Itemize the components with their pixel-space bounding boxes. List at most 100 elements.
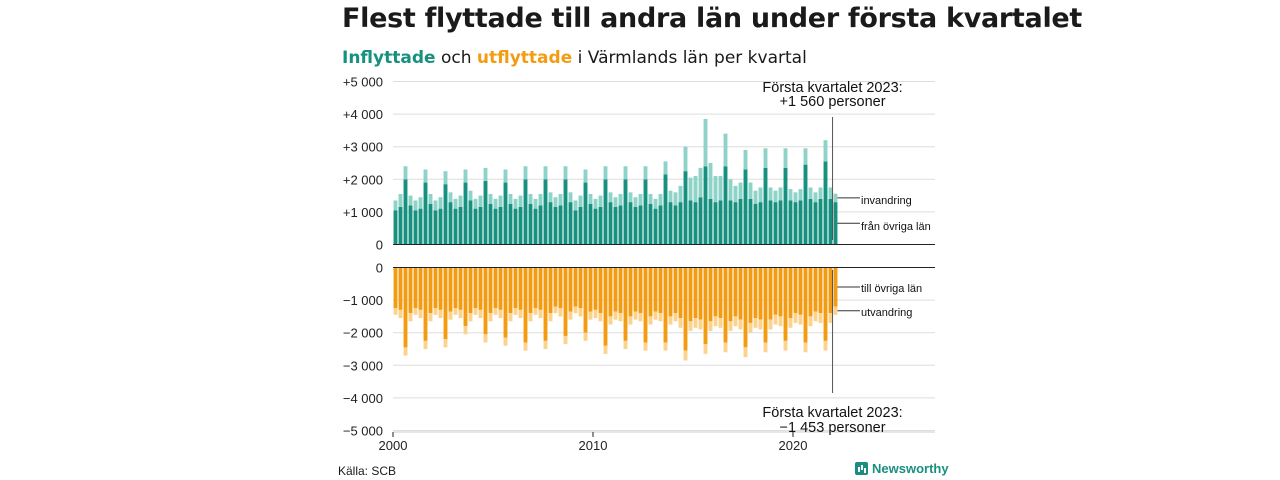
bar-invandring: [483, 167, 488, 181]
bar-fran-ovriga-lan: [643, 179, 648, 245]
bar-utvandring: [658, 313, 663, 322]
bar-invandring: [573, 200, 578, 211]
bar-invandring: [433, 200, 438, 211]
bar-utvandring: [493, 308, 498, 315]
bar-fran-ovriga-lan: [698, 197, 703, 245]
bar-utvandring: [708, 321, 713, 332]
x-tick-label: 2020: [779, 438, 808, 453]
bar-till-ovriga-lan: [533, 267, 538, 309]
bar-fran-ovriga-lan: [548, 202, 553, 245]
bar-utvandring: [763, 342, 768, 353]
bar-till-ovriga-lan: [648, 267, 653, 317]
bar-utvandring: [758, 319, 763, 330]
bar-invandring: [708, 163, 713, 199]
bar-fran-ovriga-lan: [793, 202, 798, 245]
bar-till-ovriga-lan: [598, 267, 603, 314]
bar-till-ovriga-lan: [588, 267, 593, 312]
annotation-top-text: +1 560 personer: [780, 94, 886, 110]
bar-invandring: [653, 198, 658, 209]
bar-till-ovriga-lan: [803, 267, 808, 343]
bar-till-ovriga-lan: [683, 267, 688, 351]
bar-till-ovriga-lan: [553, 267, 558, 307]
y-tick-label: +4 000: [343, 107, 383, 122]
bar-fran-ovriga-lan: [528, 203, 533, 245]
bar-utvandring: [433, 308, 438, 315]
bar-fran-ovriga-lan: [508, 203, 513, 245]
bar-utvandring: [538, 309, 543, 319]
bar-invandring: [558, 193, 563, 206]
bar-utvandring: [413, 308, 418, 315]
bar-invandring: [803, 148, 808, 165]
bar-utvandring: [543, 340, 548, 349]
bar-fran-ovriga-lan: [538, 205, 543, 245]
bar-till-ovriga-lan: [633, 267, 638, 312]
bar-till-ovriga-lan: [798, 267, 803, 315]
bar-till-ovriga-lan: [618, 267, 623, 314]
bar-utvandring: [808, 316, 813, 327]
bar-invandring: [628, 192, 633, 203]
bar-invandring: [818, 187, 823, 199]
bar-fran-ovriga-lan: [503, 182, 508, 245]
bar-invandring: [788, 189, 793, 201]
bar-invandring: [408, 195, 413, 206]
bar-till-ovriga-lan: [428, 267, 433, 314]
bar-fran-ovriga-lan: [678, 202, 683, 245]
bar-utvandring: [823, 340, 828, 351]
bar-till-ovriga-lan: [593, 267, 598, 310]
bar-utvandring: [743, 347, 748, 358]
bar-utvandring: [828, 313, 833, 323]
bar-invandring: [508, 193, 513, 204]
bar-till-ovriga-lan: [463, 267, 468, 327]
bar-till-ovriga-lan: [568, 267, 573, 312]
bar-till-ovriga-lan: [768, 267, 773, 320]
bar-fran-ovriga-lan: [418, 208, 423, 245]
bar-invandring: [833, 193, 838, 203]
y-tick-label: 0: [376, 238, 383, 253]
bar-fran-ovriga-lan: [623, 179, 628, 245]
bar-invandring: [743, 149, 748, 170]
bar-till-ovriga-lan: [503, 267, 508, 338]
bar-invandring: [703, 118, 708, 167]
bar-fran-ovriga-lan: [743, 169, 748, 245]
bar-till-ovriga-lan: [453, 267, 458, 309]
labels: +5 000 +4 000 +3 000 +2 000 +1 000 0 0 −1 000 −2…: [343, 75, 931, 454]
bar-utvandring: [753, 318, 758, 328]
bar-fran-ovriga-lan: [493, 208, 498, 245]
bar-till-ovriga-lan: [413, 267, 418, 309]
bar-till-ovriga-lan: [563, 267, 568, 336]
bar-utvandring: [643, 342, 648, 351]
bar-till-ovriga-lan: [818, 267, 823, 314]
bar-invandring: [608, 192, 613, 203]
bar-till-ovriga-lan: [438, 267, 443, 310]
bar-fran-ovriga-lan: [448, 202, 453, 245]
bar-fran-ovriga-lan: [773, 202, 778, 245]
bar-till-ovriga-lan: [663, 267, 668, 343]
bar-utvandring: [733, 316, 738, 327]
bar-invandring: [748, 182, 753, 199]
y-tick-label: 0: [376, 261, 383, 276]
bar-fran-ovriga-lan: [693, 202, 698, 245]
bar-till-ovriga-lan: [723, 267, 728, 343]
bar-utvandring: [523, 342, 528, 351]
bar-invandring: [663, 161, 668, 175]
bar-fran-ovriga-lan: [613, 207, 618, 245]
bar-utvandring: [613, 311, 618, 320]
bar-till-ovriga-lan: [493, 267, 498, 309]
bar-till-ovriga-lan: [748, 267, 753, 323]
bar-utvandring: [653, 311, 658, 320]
bar-invandring: [808, 187, 813, 199]
bar-fran-ovriga-lan: [668, 202, 673, 245]
bar-invandring: [448, 192, 453, 203]
bar-fran-ovriga-lan: [543, 179, 548, 245]
bar-fran-ovriga-lan: [498, 207, 503, 245]
bar-invandring: [813, 192, 818, 203]
bar-till-ovriga-lan: [793, 267, 798, 314]
bar-invandring: [473, 198, 478, 209]
annotation-top-text: Första kvartalet 2023:: [762, 80, 902, 96]
bar-invandring: [678, 185, 683, 203]
bar-till-ovriga-lan: [778, 267, 783, 317]
bar-fran-ovriga-lan: [593, 208, 598, 245]
bar-till-ovriga-lan: [688, 267, 693, 322]
bar-fran-ovriga-lan: [828, 198, 833, 245]
bar-utvandring: [533, 308, 538, 315]
